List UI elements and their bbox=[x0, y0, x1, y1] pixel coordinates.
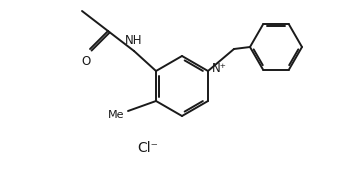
Text: Me: Me bbox=[107, 110, 124, 120]
Text: N⁺: N⁺ bbox=[212, 61, 227, 74]
Text: O: O bbox=[81, 55, 91, 68]
Text: Cl⁻: Cl⁻ bbox=[138, 141, 158, 155]
Text: NH: NH bbox=[125, 34, 143, 47]
